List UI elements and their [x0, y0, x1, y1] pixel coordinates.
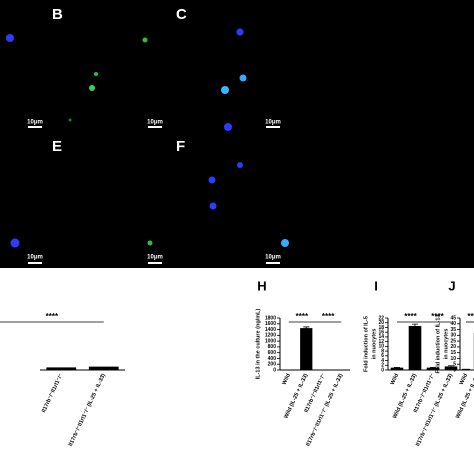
scale-bar-label: 10μm	[27, 120, 43, 126]
x-tick-label: Wild	[390, 373, 400, 386]
scale-bar-label: 10μm	[147, 120, 163, 126]
scale-bars: 10μm 10μm 10μm 10μm 10μm 10μm	[27, 120, 281, 264]
bar	[282, 369, 295, 371]
y-axis-label: IL-13 in the culture (ng/mL)	[255, 309, 261, 380]
y-tick-label: 4	[381, 358, 384, 364]
y-tick-label: 45	[450, 315, 456, 321]
micrograph-area	[0, 0, 474, 268]
y-tick-label: 0	[453, 367, 456, 373]
significance-label: ****	[322, 312, 335, 321]
y-tick-label: 2	[381, 363, 384, 369]
significance-label: ****	[431, 312, 444, 321]
error-bar	[412, 323, 418, 328]
significance-label: ****	[404, 312, 417, 321]
bar	[335, 369, 348, 371]
scale-bar-label: 10μm	[265, 255, 281, 261]
x-tick-label: Il17rb⁻/⁻Il1rl1⁻/⁻ (IL-25 + IL-33)	[305, 373, 344, 448]
scale-bar-label: 10μm	[27, 255, 43, 261]
bar	[300, 328, 313, 370]
y-axis-label: Fold induction of IL-13	[435, 315, 441, 374]
y-tick-label: 20	[450, 344, 456, 350]
y-tick-label: 22	[378, 315, 384, 321]
panel-label: E	[52, 138, 62, 155]
y-tick-label: 16	[378, 330, 384, 336]
panel-label: C	[176, 6, 187, 23]
y-tick-label: 6	[381, 353, 384, 359]
x-tick-label: Wild	[282, 373, 292, 386]
bar	[426, 367, 440, 370]
x-tick-label: Il17rb⁻/⁻Il1rl1⁻/⁻	[41, 373, 64, 414]
y-tick-label: 14	[378, 334, 384, 340]
y-tick-label: 20	[378, 320, 384, 326]
panel-label: F	[176, 138, 185, 155]
panel-label: J	[448, 278, 455, 293]
y-tick-label: 30	[450, 333, 456, 339]
y-tick-label: 10	[450, 356, 456, 362]
y-axis-label: in nuocytes	[371, 329, 377, 360]
y-tick-label: 1800	[265, 315, 276, 321]
y-tick-label: 0	[381, 367, 384, 373]
y-tick-label: 8	[381, 348, 384, 354]
panel-label: I	[374, 278, 378, 293]
bar	[317, 369, 330, 371]
y-tick-label: 35	[450, 327, 456, 333]
y-tick-label: 200	[268, 362, 277, 368]
y-tick-label: 18	[378, 325, 384, 331]
y-tick-label: 12	[378, 339, 384, 345]
y-tick-label: 1400	[265, 327, 276, 333]
bar	[461, 368, 471, 370]
scale-bar-label: 10μm	[265, 120, 281, 126]
y-tick-label: 800	[268, 344, 277, 350]
y-tick-label: 25	[450, 338, 456, 344]
x-tick-label: Il17rb⁻/⁻Il1rl1⁻/⁻ (IL-25 + IL-33)	[68, 373, 107, 448]
bar	[88, 366, 119, 370]
y-tick-label: 15	[450, 350, 456, 356]
cells	[6, 28, 289, 248]
error-bar	[303, 326, 310, 330]
y-tick-label: 600	[268, 350, 277, 356]
significance-label: ****	[296, 312, 309, 321]
error-bar	[448, 365, 454, 368]
panel-label: H	[257, 278, 266, 293]
bar	[444, 366, 458, 370]
y-tick-label: 400	[268, 356, 277, 362]
significance-label: ***	[467, 312, 474, 321]
bar	[390, 367, 404, 370]
x-tick-label: Wild	[459, 373, 469, 386]
y-tick-label: 10	[378, 344, 384, 350]
y-tick-label: 1200	[265, 333, 276, 339]
y-axis-label: in nuocytes	[443, 329, 449, 360]
y-axis-label: Fold induction of IL-5	[363, 316, 369, 372]
bar	[408, 326, 422, 370]
y-tick-label: 5	[453, 362, 456, 368]
scale-bar-label: 10μm	[147, 255, 163, 261]
y-tick-label: 40	[450, 321, 456, 327]
significance-label: ****	[46, 312, 59, 321]
y-tick-label: 1000	[265, 338, 276, 344]
x-tick-label: Il17rb⁻/⁻Il1rl1⁻/⁻ (IL-25 + IL-33)	[415, 373, 454, 448]
panel-label: B	[52, 6, 63, 23]
y-tick-label: 1600	[265, 321, 276, 327]
y-tick-label: 0	[273, 367, 276, 373]
bar	[46, 367, 77, 370]
